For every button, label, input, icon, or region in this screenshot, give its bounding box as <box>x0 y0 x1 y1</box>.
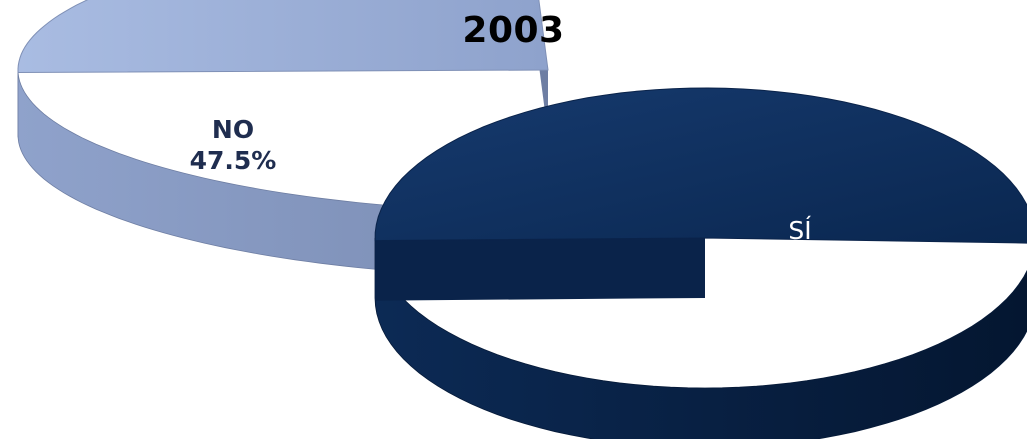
slice-side-si-front <box>374 237 1027 439</box>
slice-category-no: NO <box>211 115 255 144</box>
slice-value-si: 52.6% <box>760 247 840 277</box>
slice-category-si: SÍ <box>788 216 812 245</box>
slice-top-no <box>17 0 549 74</box>
slice-label-no: NO 47.5% <box>168 114 298 177</box>
slice-top-si <box>374 87 1027 244</box>
pie-slice-si <box>374 87 1027 439</box>
chart-title: 2003 <box>462 10 565 51</box>
slice-label-si: SÍ 52.6% <box>720 215 880 278</box>
slice-cut-face-si-b <box>375 238 705 301</box>
slice-value-no: 47.5% <box>189 146 277 176</box>
